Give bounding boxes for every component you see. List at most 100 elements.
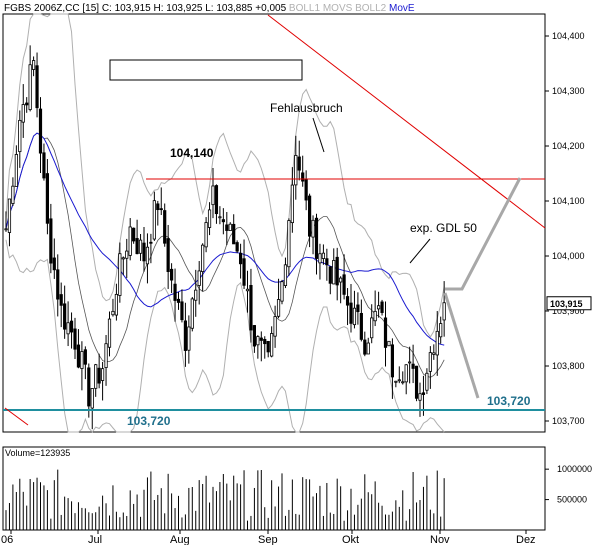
support-label-left: 103,720 [127,414,171,428]
candle-body [7,198,12,233]
candle-body [249,284,253,331]
candle-body [290,184,294,224]
candle-body [45,173,50,224]
candle-body [142,242,146,262]
candle-body [28,64,32,110]
candle-body [228,223,232,232]
candle-body [183,320,187,351]
candle-body [207,209,212,228]
candle-body [397,379,401,382]
candle-body [14,154,18,187]
candle-body [169,268,174,281]
candle-body [73,328,77,350]
candle-body [287,220,291,268]
candle-body [352,307,357,326]
y-tick-label: 104,400 [552,31,585,41]
candle-body [242,258,246,286]
last-price-label: 103,915 [550,299,583,309]
candle-body [18,119,22,153]
candle-body [235,242,239,252]
candle-body [11,185,15,204]
candle-body [180,301,184,321]
header-quote: FGBS 2006Z,CC [15] C: 103,915 H: 103,925… [4,3,289,14]
y-tick-label: 103,900 [552,306,585,316]
candle-body [411,363,415,369]
candle-body [149,241,153,244]
candle-body [280,281,284,302]
candle-body [256,336,260,346]
candle-body [270,333,274,357]
candle-body [63,303,67,330]
x-label-month: Okt [342,534,359,545]
resistance-label: 104,140 [170,146,214,160]
y-tick-label: 103,800 [552,361,585,371]
candle-body [225,224,229,231]
last-price-box [546,296,592,311]
candle-body [394,380,398,383]
candle-body [76,344,81,368]
candle-body [376,305,381,310]
bollinger-middle [5,132,445,378]
candle-body [342,274,346,295]
candle-body [25,102,29,106]
projection-down [443,292,480,399]
watermark-box [109,59,303,81]
candle-body [332,260,336,285]
header-indicator-boll1: BOLL1 [289,3,323,14]
candle-body [111,310,115,316]
candle-body [297,156,301,171]
candle-body [370,317,374,339]
candle-body [204,222,208,248]
candle-body [307,195,312,237]
candle-body [318,253,322,264]
candle-body [218,216,222,219]
support-label-right: 103,720 [487,394,531,408]
candle-body [69,320,74,333]
candle-body [301,172,305,182]
candle-body [42,152,46,179]
candle-body [345,296,350,306]
gdl-arrow [409,238,431,264]
candle-body [321,252,326,259]
candle-body [339,277,343,283]
candle-body [366,342,370,355]
y-tick-label: 103,700 [552,416,585,426]
candle-body [194,289,198,301]
candle-body [276,299,281,317]
candle-body [390,344,395,378]
candle-body [152,200,156,240]
y-tick-label: 104,000 [552,251,585,261]
volume-panel [2,446,546,531]
candle-body [128,226,132,256]
candle-body [32,60,36,70]
volume-header: Volume=123935 [5,448,70,458]
x-label-month: Sep [258,534,278,545]
candle-body [435,330,439,356]
candle-body [266,340,270,353]
candle-body [311,219,315,238]
gdl-label: exp. GDL 50 [410,221,477,235]
candle-body [408,361,412,364]
candle-body [121,257,125,260]
bollinger-upper-band [5,13,445,338]
candle-body [325,258,329,266]
header-indicator-move: MovE [389,3,415,14]
x-label-month: Nov [430,534,450,545]
candle-body [145,246,150,265]
candle-body [197,270,201,286]
candle-body [38,108,43,154]
candle-body [418,393,422,401]
candle-body [80,351,84,369]
candle-body [383,317,388,348]
candle-body [104,343,108,368]
candle-body [156,203,160,211]
candle-body [238,252,243,265]
y-tick-label: 104,200 [552,141,585,151]
fehlausbruch-arrow [312,117,325,153]
candle-body [401,381,405,384]
candle-body [114,293,118,316]
header-indicator-movs: MOVS [323,3,355,14]
x-label-month: Jul [88,534,102,545]
fehlausbruch-label: Fehlausbruch [270,101,343,115]
